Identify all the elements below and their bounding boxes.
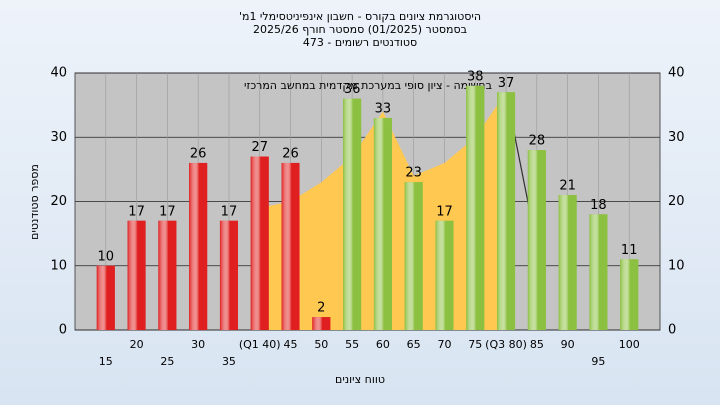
- y-tick-label: 0: [59, 323, 67, 338]
- chart-title: היסטוגרמת ציונים בקורס - חשבון אינפיניטס…: [239, 10, 481, 23]
- bar-shine: [219, 220, 238, 330]
- value-label: 26: [282, 146, 299, 161]
- value-label: 17: [436, 204, 453, 219]
- annotation: בחשימה - ציון סופי במערכת מקדמית במחשב ה…: [244, 79, 492, 92]
- x-tick-label: 85: [530, 338, 544, 351]
- value-label: 26: [190, 146, 207, 161]
- value-label: 11: [621, 243, 638, 258]
- bar-shine: [250, 156, 269, 330]
- bar-shine: [312, 317, 331, 330]
- bar-shine: [404, 182, 423, 330]
- bar-shine: [96, 265, 115, 330]
- y-tick-label: 30: [50, 130, 67, 145]
- x-axis-label: טווח ציונים: [335, 373, 385, 386]
- value-label: 33: [375, 101, 392, 116]
- bar-shine: [589, 214, 608, 330]
- x-tick-label: 15: [99, 355, 113, 368]
- bar-shine: [620, 259, 639, 330]
- y2-tick-label: 20: [668, 194, 685, 209]
- bar-shine: [373, 117, 392, 330]
- bar-shine: [281, 162, 300, 330]
- value-label: 2: [317, 301, 325, 316]
- x-tick-label: 90: [561, 338, 575, 351]
- bar-shine: [127, 220, 146, 330]
- y-axis-label: מספר סטודנטים: [28, 164, 41, 240]
- value-label: 17: [159, 204, 176, 219]
- y-tick-label: 20: [50, 194, 67, 209]
- x-tick-label: 50: [314, 338, 328, 351]
- x-tick-label: 45: [284, 338, 298, 351]
- x-tick-label: 35: [222, 355, 236, 368]
- bar-shine: [558, 195, 577, 330]
- x-tick-label: 20: [130, 338, 144, 351]
- x-tick-label: (Q1 40): [239, 338, 281, 351]
- value-label: 23: [405, 166, 422, 181]
- x-tick-label: 25: [160, 355, 174, 368]
- y2-tick-label: 30: [668, 130, 685, 145]
- x-tick-label: 75: [468, 338, 482, 351]
- y-tick-label: 40: [50, 66, 67, 81]
- subtitle: בסמסטר (01/2025) סמסטר חורף 2025/26: [253, 23, 467, 36]
- bar-shine: [189, 162, 208, 330]
- value-label: 27: [251, 140, 268, 155]
- bar-shine: [466, 85, 485, 330]
- bar-shine: [527, 150, 546, 330]
- x-tick-label: 30: [191, 338, 205, 351]
- bar-shine: [343, 98, 362, 330]
- value-label: 10: [98, 249, 115, 264]
- value-label: 36: [344, 82, 361, 97]
- y2-tick-label: 10: [668, 258, 685, 273]
- x-tick-label: 70: [437, 338, 451, 351]
- x-tick-label: 65: [407, 338, 421, 351]
- value-label: 17: [128, 204, 145, 219]
- value-label: 37: [498, 76, 515, 91]
- bar-shine: [497, 92, 516, 331]
- y-tick-label: 10: [50, 258, 67, 273]
- value-label: 21: [559, 179, 576, 194]
- x-tick-label: 100: [619, 338, 640, 351]
- value-label: 18: [590, 198, 607, 213]
- value-label: 28: [529, 134, 546, 149]
- x-tick-label: 55: [345, 338, 359, 351]
- subtitle: סטודנטים רשומים - 473: [303, 36, 417, 49]
- x-tick-label: 95: [591, 355, 605, 368]
- value-label: 17: [221, 204, 238, 219]
- x-tick-label: (Q3 80): [485, 338, 527, 351]
- value-label: 38: [467, 69, 484, 84]
- bar-shine: [158, 220, 177, 330]
- y2-tick-label: 0: [668, 323, 676, 338]
- bar-shine: [435, 220, 454, 330]
- x-tick-label: 60: [376, 338, 390, 351]
- y2-tick-label: 40: [668, 66, 685, 81]
